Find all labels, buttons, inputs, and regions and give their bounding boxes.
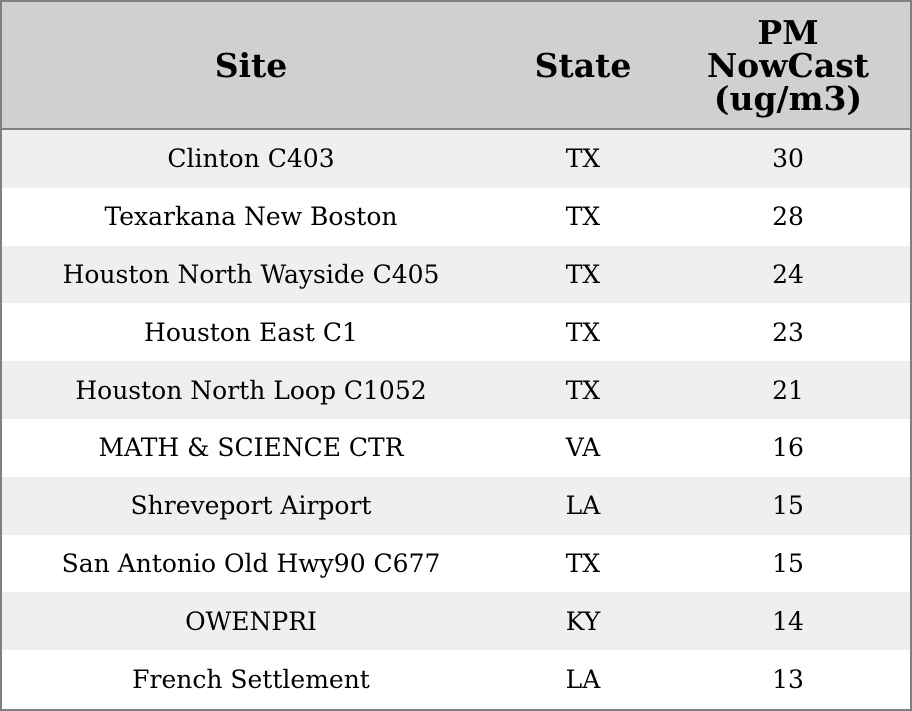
table-row: French Settlement LA 13 xyxy=(2,650,910,708)
table-cell: 13 xyxy=(666,650,910,708)
table-cell: TX xyxy=(500,303,666,362)
table-cell: LA xyxy=(500,650,666,708)
table-cell: Clinton C403 xyxy=(2,129,500,188)
table-row: Houston East C1 TX 23 xyxy=(2,303,910,362)
table-row: Houston North Wayside C405 TX 24 xyxy=(2,245,910,304)
table-cell: 23 xyxy=(666,303,910,362)
table-cell: French Settlement xyxy=(2,650,500,708)
column-header: PM NowCast (ug/m3) xyxy=(666,2,910,130)
table-cell: 16 xyxy=(666,418,910,477)
table-cell: Texarkana New Boston xyxy=(2,187,500,246)
table-cell: 28 xyxy=(666,187,910,246)
table-cell: MATH & SCIENCE CTR xyxy=(2,418,500,477)
column-header: Site xyxy=(2,2,500,130)
table-cell: 24 xyxy=(666,245,910,304)
table-cell: San Antonio Old Hwy90 C677 xyxy=(2,534,500,593)
table-cell: Houston East C1 xyxy=(2,303,500,362)
table-cell: TX xyxy=(500,245,666,304)
table-row: Shreveport Airport LA 15 xyxy=(2,476,910,535)
table-cell: Houston North Wayside C405 xyxy=(2,245,500,304)
table-row: Texarkana New Boston TX 28 xyxy=(2,187,910,246)
table-row: San Antonio Old Hwy90 C677 TX 15 xyxy=(2,534,910,593)
table-body: Clinton C403 TX 30 Texarkana New Boston TX 28… xyxy=(2,129,910,708)
table-cell: 15 xyxy=(666,534,910,593)
column-header: State xyxy=(500,2,666,130)
table-cell: TX xyxy=(500,534,666,593)
table-row: OWENPRI KY 14 xyxy=(2,592,910,651)
table-cell: OWENPRI xyxy=(2,592,500,651)
table-cell: 30 xyxy=(666,129,910,188)
table-cell: VA xyxy=(500,418,666,477)
table-cell: KY xyxy=(500,592,666,651)
table-row: MATH & SCIENCE CTR VA 16 xyxy=(2,418,910,477)
table-row: Houston North Loop C1052 TX 21 xyxy=(2,361,910,419)
table-cell: 21 xyxy=(666,361,910,419)
table-cell: TX xyxy=(500,129,666,188)
table-cell: 14 xyxy=(666,592,910,651)
table-cell: LA xyxy=(500,476,666,535)
table-cell: TX xyxy=(500,361,666,419)
table-cell: 15 xyxy=(666,476,910,535)
table-cell: TX xyxy=(500,187,666,246)
table-cell: Shreveport Airport xyxy=(2,476,500,535)
table-cell: Houston North Loop C1052 xyxy=(2,361,500,419)
table-header: Site State PM NowCast (ug/m3) xyxy=(2,2,910,130)
table-row: Clinton C403 TX 30 xyxy=(2,129,910,188)
